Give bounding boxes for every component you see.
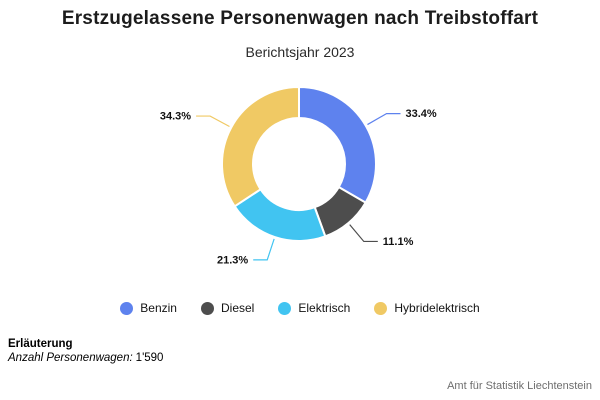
slice-value-label-benzin: 33.4% — [406, 108, 437, 120]
chart-title: Erstzugelassene Personenwagen nach Treib… — [61, 8, 539, 29]
source-attribution: Amt für Statistik Liechtenstein — [447, 380, 592, 392]
leader-line-benzin — [367, 112, 401, 126]
footnote-label: Anzahl Personenwagen: — [8, 352, 133, 365]
legend-label: Diesel — [220, 301, 255, 315]
legend-item-elektrisch[interactable]: Elektrisch — [278, 301, 350, 315]
legend-label: Elektrisch — [298, 301, 351, 315]
footnote-value: 1'590 — [135, 352, 164, 365]
leader-line-diesel — [349, 224, 378, 243]
legend-swatch-icon — [374, 301, 388, 315]
legend-item-diesel[interactable]: Diesel — [200, 301, 255, 315]
legend-swatch-icon — [278, 301, 292, 315]
legend-item-benzin[interactable]: Benzin — [120, 301, 177, 315]
slice-value-label-hybridelektrisch: 34.3% — [160, 111, 191, 123]
chart-subtitle: Berichtsjahr 2023 — [245, 44, 355, 60]
footnote-text: Anzahl Personenwagen: 1'590 — [8, 351, 163, 365]
leader-line-elektrisch — [253, 238, 275, 261]
legend-swatch-icon — [200, 301, 214, 315]
chart-legend: Benzin Diesel Elektrisch Hybridelektrisch — [0, 301, 600, 315]
footnote: Erläuterung Anzahl Personenwagen: 1'590 — [8, 337, 163, 366]
legend-swatch-icon — [120, 301, 134, 315]
footnote-heading: Erläuterung — [8, 338, 73, 350]
legend-label: Benzin — [140, 301, 177, 315]
slice-benzin[interactable] — [298, 86, 377, 204]
slice-value-label-elektrisch: 21.3% — [217, 254, 248, 266]
leader-line-hybridelektrisch — [196, 115, 230, 128]
legend-item-hybridelektrisch[interactable]: Hybridelektrisch — [374, 301, 480, 315]
slice-value-label-diesel: 11.1% — [383, 236, 414, 248]
slice-hybridelektrisch[interactable] — [221, 86, 300, 208]
legend-label: Hybridelektrisch — [394, 301, 480, 315]
